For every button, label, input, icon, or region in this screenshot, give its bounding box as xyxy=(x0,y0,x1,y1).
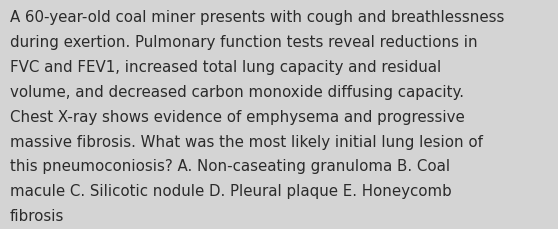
Text: massive fibrosis. What was the most likely initial lung lesion of: massive fibrosis. What was the most like… xyxy=(10,134,483,149)
Text: FVC and FEV1, increased total lung capacity and residual: FVC and FEV1, increased total lung capac… xyxy=(10,60,441,75)
Text: volume, and decreased carbon monoxide diffusing capacity.: volume, and decreased carbon monoxide di… xyxy=(10,85,464,99)
Text: Chest X-ray shows evidence of emphysema and progressive: Chest X-ray shows evidence of emphysema … xyxy=(10,109,465,124)
Text: A 60-year-old coal miner presents with cough and breathlessness: A 60-year-old coal miner presents with c… xyxy=(10,10,504,25)
Text: macule C. Silicotic nodule D. Pleural plaque E. Honeycomb: macule C. Silicotic nodule D. Pleural pl… xyxy=(10,183,452,198)
Text: during exertion. Pulmonary function tests reveal reductions in: during exertion. Pulmonary function test… xyxy=(10,35,478,50)
Text: this pneumoconiosis? A. Non-caseating granuloma B. Coal: this pneumoconiosis? A. Non-caseating gr… xyxy=(10,159,450,174)
Text: fibrosis: fibrosis xyxy=(10,208,64,223)
